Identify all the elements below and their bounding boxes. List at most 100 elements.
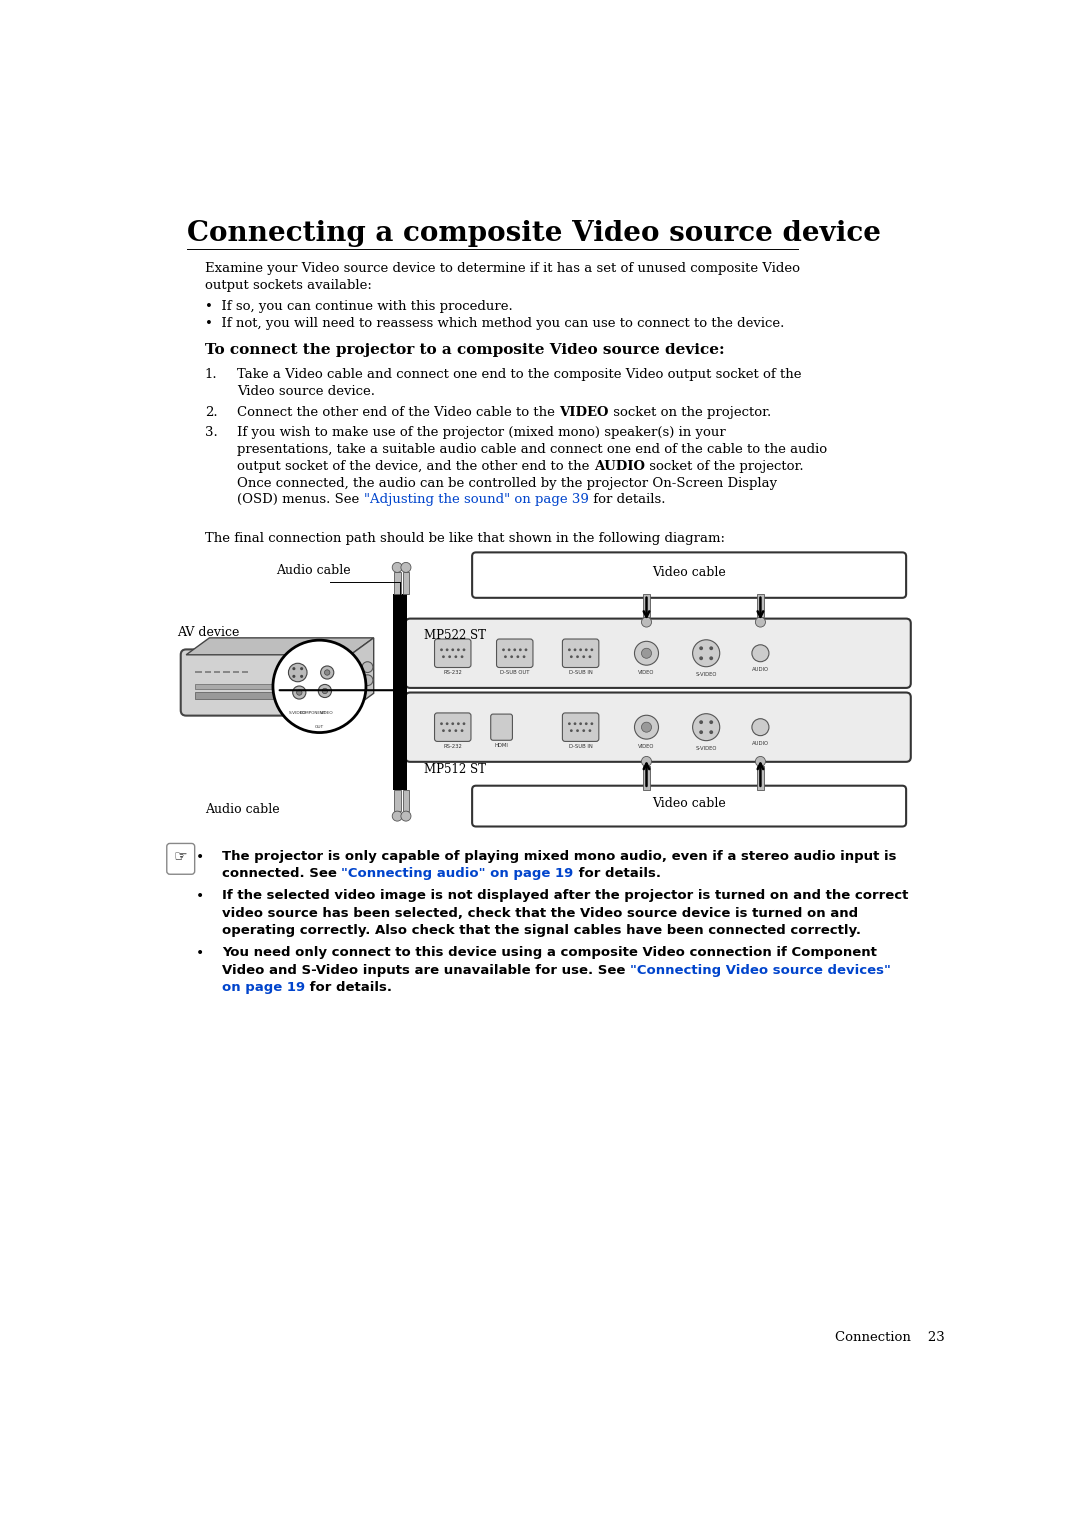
Circle shape xyxy=(392,563,402,572)
Circle shape xyxy=(634,641,659,665)
Circle shape xyxy=(319,685,332,697)
Text: 1.: 1. xyxy=(205,368,217,381)
Circle shape xyxy=(273,641,366,732)
Polygon shape xyxy=(186,638,374,654)
Text: socket on the projector.: socket on the projector. xyxy=(609,405,771,419)
Text: •  If so, you can continue with this procedure.: • If so, you can continue with this proc… xyxy=(205,300,513,313)
Circle shape xyxy=(642,722,651,732)
Text: AUDIO: AUDIO xyxy=(752,740,769,746)
Circle shape xyxy=(568,722,571,725)
FancyBboxPatch shape xyxy=(563,713,598,742)
Text: (OSD) menus. See: (OSD) menus. See xyxy=(238,494,364,506)
Bar xyxy=(195,691,318,699)
Circle shape xyxy=(573,648,577,651)
Text: Connecting a composite Video source device: Connecting a composite Video source devi… xyxy=(187,220,881,246)
FancyBboxPatch shape xyxy=(434,639,471,668)
FancyBboxPatch shape xyxy=(434,713,471,742)
Circle shape xyxy=(461,656,463,657)
Text: Audio cable: Audio cable xyxy=(276,564,351,576)
Circle shape xyxy=(591,648,593,651)
FancyBboxPatch shape xyxy=(405,693,910,761)
Text: HDMI: HDMI xyxy=(495,743,509,748)
FancyBboxPatch shape xyxy=(405,619,910,688)
Circle shape xyxy=(755,757,766,766)
Text: If you wish to make use of the projector (mixed mono) speaker(s) in your: If you wish to make use of the projector… xyxy=(238,427,726,439)
Text: 2.: 2. xyxy=(205,405,217,419)
Text: Connect the other end of the Video cable to the: Connect the other end of the Video cable… xyxy=(238,405,559,419)
Bar xyxy=(195,683,318,688)
Circle shape xyxy=(699,720,703,725)
Circle shape xyxy=(401,810,411,821)
Text: "Connecting audio" on page 19: "Connecting audio" on page 19 xyxy=(341,867,573,881)
Text: D-SUB IN: D-SUB IN xyxy=(569,670,593,674)
Text: for details.: for details. xyxy=(589,494,665,506)
Circle shape xyxy=(576,729,579,732)
Circle shape xyxy=(710,656,713,661)
FancyBboxPatch shape xyxy=(497,639,532,668)
Text: •: • xyxy=(195,888,204,904)
Bar xyxy=(232,671,239,673)
Circle shape xyxy=(442,656,445,657)
Text: output socket of the device, and the other end to the: output socket of the device, and the oth… xyxy=(238,460,594,472)
Bar xyxy=(403,572,409,593)
Text: "Adjusting the sound" on page 39: "Adjusting the sound" on page 39 xyxy=(364,494,589,506)
Circle shape xyxy=(455,729,457,732)
Circle shape xyxy=(446,722,448,725)
Circle shape xyxy=(513,648,516,651)
FancyBboxPatch shape xyxy=(472,786,906,827)
Circle shape xyxy=(451,722,455,725)
Bar xyxy=(214,671,220,673)
Text: VIDEO: VIDEO xyxy=(638,745,654,749)
Circle shape xyxy=(401,563,411,572)
Circle shape xyxy=(293,674,296,677)
Circle shape xyxy=(710,720,713,725)
Text: Take a Video cable and connect one end to the composite Video output socket of t: Take a Video cable and connect one end t… xyxy=(238,368,801,381)
Circle shape xyxy=(523,656,526,657)
Circle shape xyxy=(699,656,703,661)
Text: AUDIO: AUDIO xyxy=(594,460,645,472)
Circle shape xyxy=(461,729,463,732)
Text: for details.: for details. xyxy=(305,982,392,994)
FancyBboxPatch shape xyxy=(180,650,356,716)
Circle shape xyxy=(457,648,460,651)
Circle shape xyxy=(582,656,585,657)
Text: for details.: for details. xyxy=(573,867,661,881)
FancyBboxPatch shape xyxy=(490,714,512,740)
Circle shape xyxy=(442,729,445,732)
Text: "Connecting Video source devices": "Connecting Video source devices" xyxy=(630,963,891,977)
Circle shape xyxy=(579,722,582,725)
Text: Video and S-Video inputs are unavailable for use. See: Video and S-Video inputs are unavailable… xyxy=(221,963,630,977)
Circle shape xyxy=(297,690,302,696)
Circle shape xyxy=(576,656,579,657)
FancyBboxPatch shape xyxy=(563,639,598,668)
Circle shape xyxy=(568,648,571,651)
Text: socket of the projector.: socket of the projector. xyxy=(645,460,804,472)
Circle shape xyxy=(589,656,592,657)
Text: •: • xyxy=(195,946,204,960)
Text: •  If not, you will need to reassess which method you can use to connect to the : • If not, you will need to reassess whic… xyxy=(205,317,784,330)
Circle shape xyxy=(362,674,373,685)
Circle shape xyxy=(516,656,519,657)
Text: VIDEO: VIDEO xyxy=(638,670,654,676)
Text: RS-232: RS-232 xyxy=(443,670,462,674)
Text: If the selected video image is not displayed after the projector is turned on an: If the selected video image is not displ… xyxy=(221,888,908,902)
Text: AUDIO: AUDIO xyxy=(752,667,769,671)
Circle shape xyxy=(585,722,588,725)
Bar xyxy=(195,671,202,673)
Circle shape xyxy=(570,656,572,657)
Circle shape xyxy=(462,722,465,725)
Text: D-SUB IN: D-SUB IN xyxy=(569,743,593,749)
Circle shape xyxy=(710,731,713,734)
Bar xyxy=(394,572,401,593)
Circle shape xyxy=(642,757,651,766)
Text: Connection    23: Connection 23 xyxy=(835,1330,945,1344)
Circle shape xyxy=(508,648,511,651)
Circle shape xyxy=(322,688,327,694)
Circle shape xyxy=(324,670,329,676)
Bar xyxy=(394,789,401,810)
Text: VIDEO: VIDEO xyxy=(559,405,609,419)
Circle shape xyxy=(525,648,527,651)
Circle shape xyxy=(300,674,303,677)
Circle shape xyxy=(570,729,572,732)
Circle shape xyxy=(573,722,577,725)
